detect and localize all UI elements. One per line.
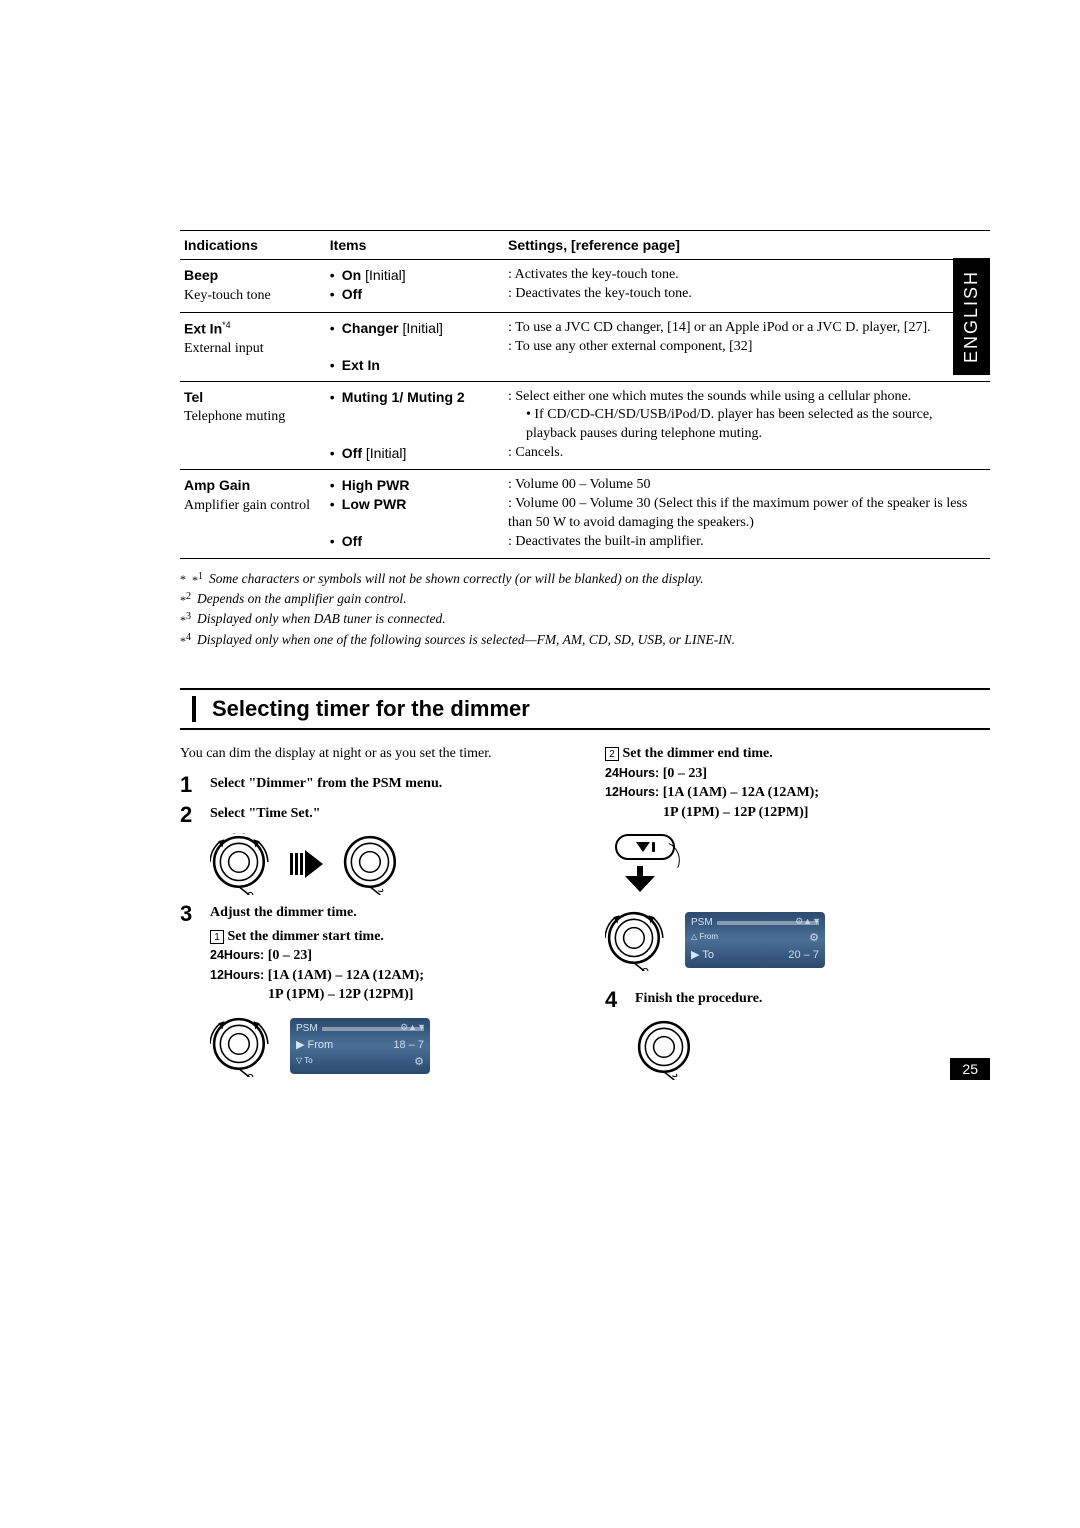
item-bold: On xyxy=(342,267,361,283)
setting-line: : Cancels. xyxy=(508,444,986,463)
fn-text: Depends on the amplifier gain control. xyxy=(197,589,406,609)
setting-line: : To use a JVC CD changer, [14] or an Ap… xyxy=(508,319,986,338)
hours-12-label: 12Hours: xyxy=(210,968,264,982)
lcd-display: PSM ⚙▲▼ △ From⚙ ▶ To20 – 7 xyxy=(685,912,825,968)
item-extra: [Initial] xyxy=(399,320,443,336)
lcd-from: From xyxy=(699,932,718,941)
fn-mark: * xyxy=(180,569,186,589)
dial-press-icon xyxy=(635,1018,697,1080)
item-bold: Changer xyxy=(342,320,399,336)
setting-line: : Volume 00 – Volume 30 (Select this if … xyxy=(508,495,986,533)
hours-12-val: [1A (1AM) – 12A (12AM); xyxy=(663,785,819,800)
table-row: Amp Gain Amplifier gain control •High PW… xyxy=(180,470,990,559)
item-extra: [Initial] xyxy=(361,267,405,283)
setting-line: : Volume 00 – Volume 50 xyxy=(508,476,986,495)
lcd-to: To xyxy=(304,1056,312,1065)
section-heading: Selecting timer for the dimmer xyxy=(180,688,990,730)
item-bold: Low PWR xyxy=(342,495,407,514)
language-tab: ENGLISH xyxy=(953,258,990,375)
lcd-from: From xyxy=(308,1039,334,1051)
step-3-text: Adjust the dimmer time. xyxy=(210,903,565,923)
arrow-down-icon xyxy=(625,866,655,899)
footnotes: **1Some characters or symbols will not b… xyxy=(180,569,990,650)
hours-12-val2: 1P (1PM) – 12P (12PM)] xyxy=(268,987,413,1002)
fn-text: Displayed only when DAB tuner is connect… xyxy=(197,609,446,629)
ind-sub: Key-touch tone xyxy=(184,288,271,303)
psm-settings-table: Indications Items Settings, [reference p… xyxy=(180,230,990,559)
down-button-icon xyxy=(615,834,990,860)
lcd-psm: PSM xyxy=(691,916,713,930)
substep-number: 1 xyxy=(210,930,224,944)
dial-icon xyxy=(605,909,667,971)
item-extra: [Initial] xyxy=(362,445,406,461)
item-bold: Off xyxy=(342,532,362,551)
substep-text: Set the dimmer start time. xyxy=(228,929,384,944)
item-bold: Off xyxy=(342,285,362,304)
ind-bold: Tel xyxy=(184,389,203,405)
step-2-text: Select "Time Set." xyxy=(210,804,565,824)
item-bold: Off xyxy=(342,445,362,461)
lcd-to: To xyxy=(702,949,714,961)
substep-text: Set the dimmer end time. xyxy=(623,746,773,761)
step-4-text: Finish the procedure. xyxy=(635,989,990,1009)
ind-bold: Beep xyxy=(184,267,218,283)
dial-icon xyxy=(210,1015,272,1077)
item-bold: Muting 1/ Muting 2 xyxy=(342,388,465,407)
hours-24-label: 24Hours: xyxy=(210,948,264,962)
dial-icon xyxy=(210,833,272,895)
ind-sub: External input xyxy=(184,341,264,356)
lcd-psm: PSM xyxy=(296,1022,318,1036)
hours-24-label: 24Hours: xyxy=(605,766,659,780)
arrow-right-icon xyxy=(290,850,323,878)
ind-sub: Amplifier gain control xyxy=(184,498,310,513)
item-bold: High PWR xyxy=(342,476,410,495)
ind-bold: Amp Gain xyxy=(184,477,250,493)
fn-text: Some characters or symbols will not be s… xyxy=(209,569,703,589)
item-bold: Ext In xyxy=(342,356,380,375)
step-1-text: Select "Dimmer" from the PSM menu. xyxy=(210,774,565,796)
step-number: 2 xyxy=(180,804,200,896)
page-number: 25 xyxy=(950,1058,990,1080)
th-indications: Indications xyxy=(180,231,326,260)
step-number: 3 xyxy=(180,903,200,1077)
step-number: 4 xyxy=(605,989,625,1081)
table-row: Beep Key-touch tone •On [Initial] •Off :… xyxy=(180,260,990,313)
ind-bold: Ext In xyxy=(184,320,222,336)
th-settings: Settings, [reference page] xyxy=(504,231,990,260)
lcd-display: PSM ⚙▲▼ ▶ From18 – 7 ▽ To⚙ xyxy=(290,1018,430,1074)
th-items: Items xyxy=(326,231,504,260)
ind-sup: *4 xyxy=(222,320,231,330)
intro-text: You can dim the display at night or as y… xyxy=(180,744,565,764)
hours-12-label: 12Hours: xyxy=(605,785,659,799)
hours-12-val: [1A (1AM) – 12A (12AM); xyxy=(268,968,424,983)
setting-line: : Deactivates the key-touch tone. xyxy=(508,285,986,304)
step-number: 1 xyxy=(180,774,200,796)
setting-note: • If CD/CD-CH/SD/USB/iPod/D. player has … xyxy=(508,406,986,444)
dial-press-icon xyxy=(341,833,403,895)
substep-number: 2 xyxy=(605,747,619,761)
fn-text: Displayed only when one of the following… xyxy=(197,630,735,650)
setting-line: : To use any other external component, [… xyxy=(508,338,986,357)
setting-line: : Activates the key-touch tone. xyxy=(508,266,986,285)
setting-line: : Select either one which mutes the soun… xyxy=(508,388,986,407)
section-heading-text: Selecting timer for the dimmer xyxy=(192,696,990,722)
hours-24-val: [0 – 23] xyxy=(268,948,312,963)
table-row: Tel Telephone muting •Muting 1/ Muting 2… xyxy=(180,381,990,470)
hours-12-val2: 1P (1PM) – 12P (12PM)] xyxy=(663,805,808,820)
hours-24-val: [0 – 23] xyxy=(663,766,707,781)
table-row: Ext In*4 External input •Changer [Initia… xyxy=(180,312,990,381)
setting-line: : Deactivates the built-in amplifier. xyxy=(508,533,986,552)
ind-sub: Telephone muting xyxy=(184,409,285,424)
